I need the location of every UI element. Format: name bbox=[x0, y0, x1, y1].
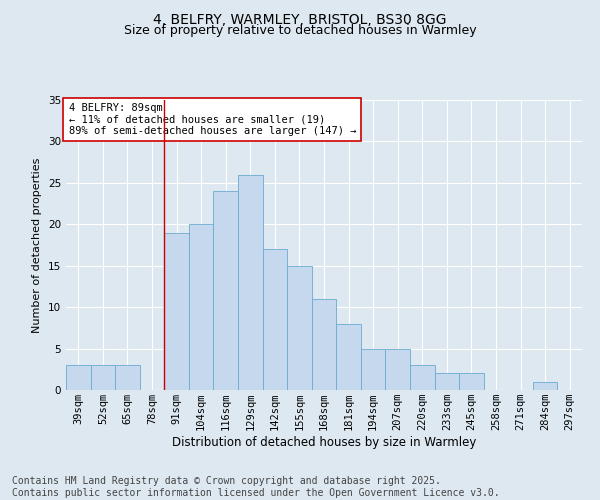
Bar bbox=[164, 232, 189, 390]
Y-axis label: Number of detached properties: Number of detached properties bbox=[32, 158, 43, 332]
Bar bbox=[533, 382, 557, 390]
Bar bbox=[312, 299, 336, 390]
Bar bbox=[336, 324, 361, 390]
Bar bbox=[263, 249, 287, 390]
Text: Size of property relative to detached houses in Warmley: Size of property relative to detached ho… bbox=[124, 24, 476, 37]
Bar bbox=[459, 374, 484, 390]
Bar bbox=[214, 191, 238, 390]
Bar bbox=[91, 365, 115, 390]
Text: Contains HM Land Registry data © Crown copyright and database right 2025.
Contai: Contains HM Land Registry data © Crown c… bbox=[12, 476, 500, 498]
Bar bbox=[410, 365, 434, 390]
Bar bbox=[238, 174, 263, 390]
Text: 4 BELFRY: 89sqm
← 11% of detached houses are smaller (19)
89% of semi-detached h: 4 BELFRY: 89sqm ← 11% of detached houses… bbox=[68, 103, 356, 136]
Bar bbox=[361, 348, 385, 390]
Bar bbox=[287, 266, 312, 390]
Bar bbox=[434, 374, 459, 390]
Bar bbox=[66, 365, 91, 390]
Text: 4, BELFRY, WARMLEY, BRISTOL, BS30 8GG: 4, BELFRY, WARMLEY, BRISTOL, BS30 8GG bbox=[153, 12, 447, 26]
Bar bbox=[385, 348, 410, 390]
X-axis label: Distribution of detached houses by size in Warmley: Distribution of detached houses by size … bbox=[172, 436, 476, 449]
Bar bbox=[189, 224, 214, 390]
Bar bbox=[115, 365, 140, 390]
